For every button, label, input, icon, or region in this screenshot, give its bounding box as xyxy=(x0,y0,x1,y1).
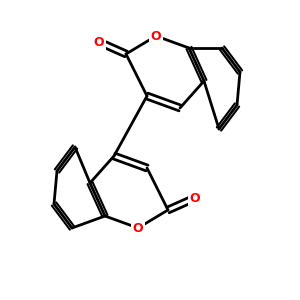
Text: O: O xyxy=(151,29,161,43)
Text: O: O xyxy=(133,221,143,235)
Text: O: O xyxy=(190,191,200,205)
Text: O: O xyxy=(94,35,104,49)
